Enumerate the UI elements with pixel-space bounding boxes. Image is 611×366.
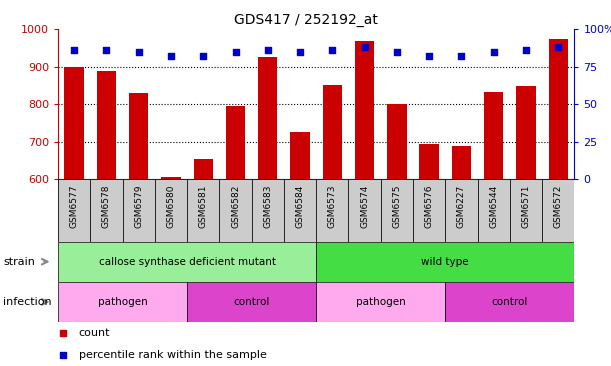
Point: [69, 47, 79, 53]
Bar: [123, 179, 155, 242]
Point: [295, 49, 305, 55]
Point: [554, 44, 563, 50]
Text: percentile rank within the sample: percentile rank within the sample: [79, 350, 266, 360]
Point: [230, 49, 240, 55]
Bar: [58, 179, 90, 242]
Bar: [284, 179, 316, 242]
Bar: [187, 282, 316, 322]
Point: [327, 47, 337, 53]
Bar: [58, 242, 316, 282]
Bar: [258, 57, 277, 179]
Bar: [348, 179, 381, 242]
Bar: [187, 179, 219, 242]
Bar: [445, 179, 478, 242]
Point: [166, 53, 176, 59]
Bar: [323, 85, 342, 179]
Point: [456, 53, 466, 59]
Bar: [413, 179, 445, 242]
Point: [263, 47, 273, 53]
Point: [101, 47, 111, 53]
Text: GSM6576: GSM6576: [425, 184, 434, 228]
Text: callose synthase deficient mutant: callose synthase deficient mutant: [98, 257, 276, 267]
Bar: [452, 146, 471, 179]
Point: [134, 49, 144, 55]
Text: GSM6574: GSM6574: [360, 184, 369, 228]
Point: [358, 42, 368, 48]
Text: control: control: [492, 297, 528, 307]
Bar: [549, 39, 568, 179]
Bar: [161, 178, 181, 179]
Bar: [58, 282, 187, 322]
Bar: [478, 179, 510, 242]
Bar: [542, 179, 574, 242]
Text: GSM6584: GSM6584: [296, 184, 304, 228]
Text: GSM6577: GSM6577: [70, 184, 79, 228]
Bar: [516, 86, 536, 179]
Bar: [97, 71, 116, 179]
Text: GSM6579: GSM6579: [134, 184, 143, 228]
Text: pathogen: pathogen: [356, 297, 406, 307]
Bar: [316, 179, 348, 242]
Bar: [194, 159, 213, 179]
Text: strain: strain: [3, 257, 35, 267]
Text: infection: infection: [3, 297, 52, 307]
Point: [360, 44, 370, 50]
Bar: [445, 282, 574, 322]
Text: GSM6572: GSM6572: [554, 184, 563, 228]
Point: [521, 47, 531, 53]
Text: GSM6583: GSM6583: [263, 184, 273, 228]
Bar: [58, 179, 574, 242]
Text: GSM6580: GSM6580: [166, 184, 175, 228]
Bar: [226, 106, 245, 179]
Bar: [290, 132, 310, 179]
Bar: [510, 179, 542, 242]
Bar: [252, 179, 284, 242]
Bar: [387, 104, 406, 179]
Text: control: control: [233, 297, 270, 307]
Bar: [316, 282, 445, 322]
Text: pathogen: pathogen: [98, 297, 147, 307]
Point: [199, 53, 208, 59]
Bar: [355, 41, 375, 179]
Point: [489, 49, 499, 55]
Bar: [90, 179, 123, 242]
Text: wild type: wild type: [422, 257, 469, 267]
Text: GSM6227: GSM6227: [457, 184, 466, 228]
Text: GSM6582: GSM6582: [231, 184, 240, 228]
Text: GSM6578: GSM6578: [102, 184, 111, 228]
Text: GSM6544: GSM6544: [489, 184, 498, 228]
Text: count: count: [79, 328, 110, 338]
Bar: [419, 145, 439, 179]
Bar: [155, 179, 187, 242]
Bar: [484, 92, 503, 179]
Bar: [219, 179, 252, 242]
Bar: [129, 93, 148, 179]
Bar: [316, 242, 574, 282]
Text: GSM6575: GSM6575: [392, 184, 401, 228]
Point: [424, 53, 434, 59]
Text: GSM6571: GSM6571: [521, 184, 530, 228]
Text: GSM6581: GSM6581: [199, 184, 208, 228]
Bar: [65, 67, 84, 179]
Text: GSM6573: GSM6573: [328, 184, 337, 228]
Bar: [381, 179, 413, 242]
Text: GDS417 / 252192_at: GDS417 / 252192_at: [233, 13, 378, 27]
Point: [392, 49, 402, 55]
Point: [358, 241, 368, 247]
